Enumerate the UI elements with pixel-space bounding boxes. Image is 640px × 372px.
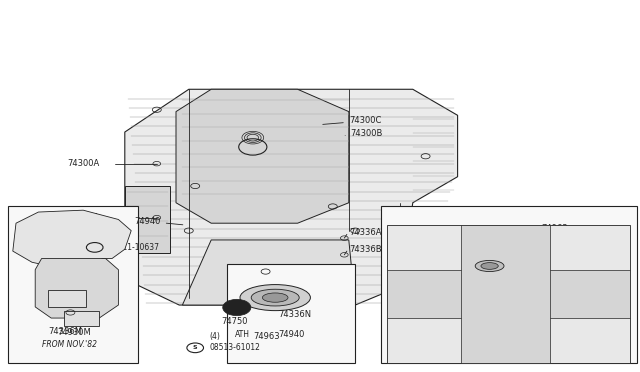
Text: 74336N: 74336N <box>278 310 312 319</box>
Text: 74940A: 74940A <box>42 293 74 302</box>
Circle shape <box>230 302 243 310</box>
Ellipse shape <box>481 263 499 269</box>
Polygon shape <box>125 186 170 253</box>
Text: 74750: 74750 <box>221 317 247 326</box>
Text: 08911-10637: 08911-10637 <box>109 243 160 252</box>
Polygon shape <box>64 311 99 326</box>
Text: 74336B: 74336B <box>349 245 381 254</box>
Text: 74300A: 74300A <box>67 159 99 168</box>
Polygon shape <box>387 270 630 318</box>
Text: 08513-61012: 08513-61012 <box>209 343 260 352</box>
Text: A7/7A 0066: A7/7A 0066 <box>570 353 614 362</box>
Text: 4WD: 4WD <box>390 356 414 365</box>
Circle shape <box>223 299 251 316</box>
Text: 74336M: 74336M <box>48 276 82 285</box>
Text: 74930M: 74930M <box>58 328 92 337</box>
Polygon shape <box>461 225 550 363</box>
Circle shape <box>245 142 260 151</box>
Bar <box>227 264 355 363</box>
Text: (4): (4) <box>209 332 220 341</box>
Text: FROM NOV.'82: FROM NOV.'82 <box>42 340 97 349</box>
Text: 74940: 74940 <box>278 330 305 339</box>
Text: 74336A: 74336A <box>349 228 381 237</box>
Polygon shape <box>48 290 86 307</box>
Circle shape <box>227 301 247 313</box>
Text: 74963: 74963 <box>541 224 568 233</box>
Polygon shape <box>125 89 458 305</box>
Bar <box>8 206 138 363</box>
Ellipse shape <box>262 293 288 302</box>
Bar <box>381 206 637 363</box>
Ellipse shape <box>240 285 310 311</box>
Ellipse shape <box>251 289 300 306</box>
Text: 74940: 74940 <box>134 217 183 226</box>
Text: 74300B: 74300B <box>345 129 383 138</box>
Polygon shape <box>13 210 131 268</box>
Text: 74300A: 74300A <box>67 213 99 222</box>
Polygon shape <box>182 240 355 305</box>
Text: ATH: ATH <box>235 330 250 339</box>
Text: S: S <box>193 345 198 350</box>
Text: 74963: 74963 <box>253 332 280 341</box>
Text: 74300C: 74300C <box>323 116 381 125</box>
Text: 74336M: 74336M <box>48 327 82 336</box>
Ellipse shape <box>476 260 504 272</box>
Polygon shape <box>387 225 630 363</box>
Text: N: N <box>92 245 97 250</box>
Polygon shape <box>35 259 118 318</box>
Polygon shape <box>176 89 349 223</box>
Text: (4): (4) <box>109 232 120 241</box>
